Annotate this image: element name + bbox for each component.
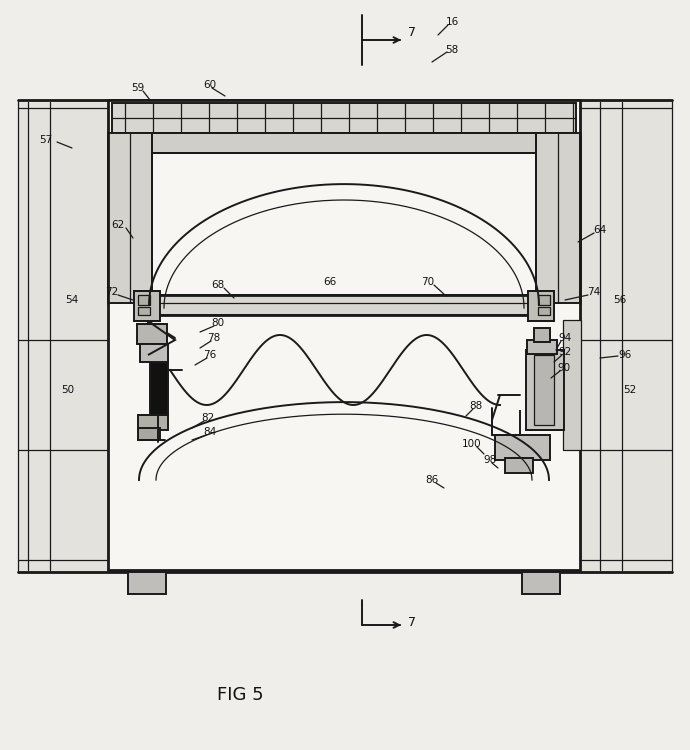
Text: 52: 52 xyxy=(623,385,637,395)
Bar xyxy=(140,344,168,362)
Bar xyxy=(152,295,536,315)
Bar xyxy=(134,291,160,321)
Text: 16: 16 xyxy=(445,17,459,27)
Bar xyxy=(536,133,580,303)
Bar xyxy=(138,295,150,305)
Bar xyxy=(528,291,554,321)
Bar xyxy=(534,328,550,342)
Bar xyxy=(505,458,533,473)
Text: 98: 98 xyxy=(484,455,497,465)
Text: 66: 66 xyxy=(324,277,337,287)
Text: 62: 62 xyxy=(111,220,125,230)
Text: 82: 82 xyxy=(201,413,215,423)
Bar xyxy=(538,307,550,315)
Text: 76: 76 xyxy=(204,350,217,360)
Text: 90: 90 xyxy=(558,363,571,373)
Text: 96: 96 xyxy=(618,350,631,360)
Bar xyxy=(138,428,160,440)
Text: 86: 86 xyxy=(425,475,439,485)
Text: 60: 60 xyxy=(204,80,217,90)
Text: 94: 94 xyxy=(558,333,571,343)
Bar xyxy=(138,415,168,430)
Text: 56: 56 xyxy=(613,295,627,305)
Text: 84: 84 xyxy=(204,427,217,437)
Text: 72: 72 xyxy=(106,287,119,297)
Text: 92: 92 xyxy=(558,347,571,357)
Text: 100: 100 xyxy=(462,439,482,449)
Text: 70: 70 xyxy=(422,277,435,287)
Text: 50: 50 xyxy=(61,385,75,395)
Bar xyxy=(150,360,168,415)
Text: 54: 54 xyxy=(66,295,79,305)
Bar xyxy=(108,133,152,303)
Text: 7: 7 xyxy=(408,616,416,628)
Bar xyxy=(580,100,672,572)
Bar xyxy=(112,103,576,133)
Text: 80: 80 xyxy=(211,318,224,328)
Bar xyxy=(526,350,564,430)
Text: 68: 68 xyxy=(211,280,225,290)
Bar xyxy=(108,100,580,570)
Text: 7: 7 xyxy=(408,26,416,38)
Text: 64: 64 xyxy=(593,225,607,235)
Text: FIG 5: FIG 5 xyxy=(217,686,264,704)
Bar xyxy=(563,320,581,450)
Bar xyxy=(128,572,166,594)
Bar xyxy=(527,340,557,354)
Bar xyxy=(534,355,554,425)
Bar xyxy=(495,435,550,460)
Text: 88: 88 xyxy=(469,401,482,411)
Text: 57: 57 xyxy=(39,135,52,145)
Bar xyxy=(138,307,150,315)
Text: 59: 59 xyxy=(131,83,145,93)
Bar xyxy=(538,295,550,305)
Bar xyxy=(18,100,110,572)
Text: 74: 74 xyxy=(587,287,600,297)
Text: 78: 78 xyxy=(208,333,221,343)
Bar xyxy=(130,133,558,153)
Bar xyxy=(522,572,560,594)
Bar xyxy=(137,324,167,344)
Text: 58: 58 xyxy=(445,45,459,55)
